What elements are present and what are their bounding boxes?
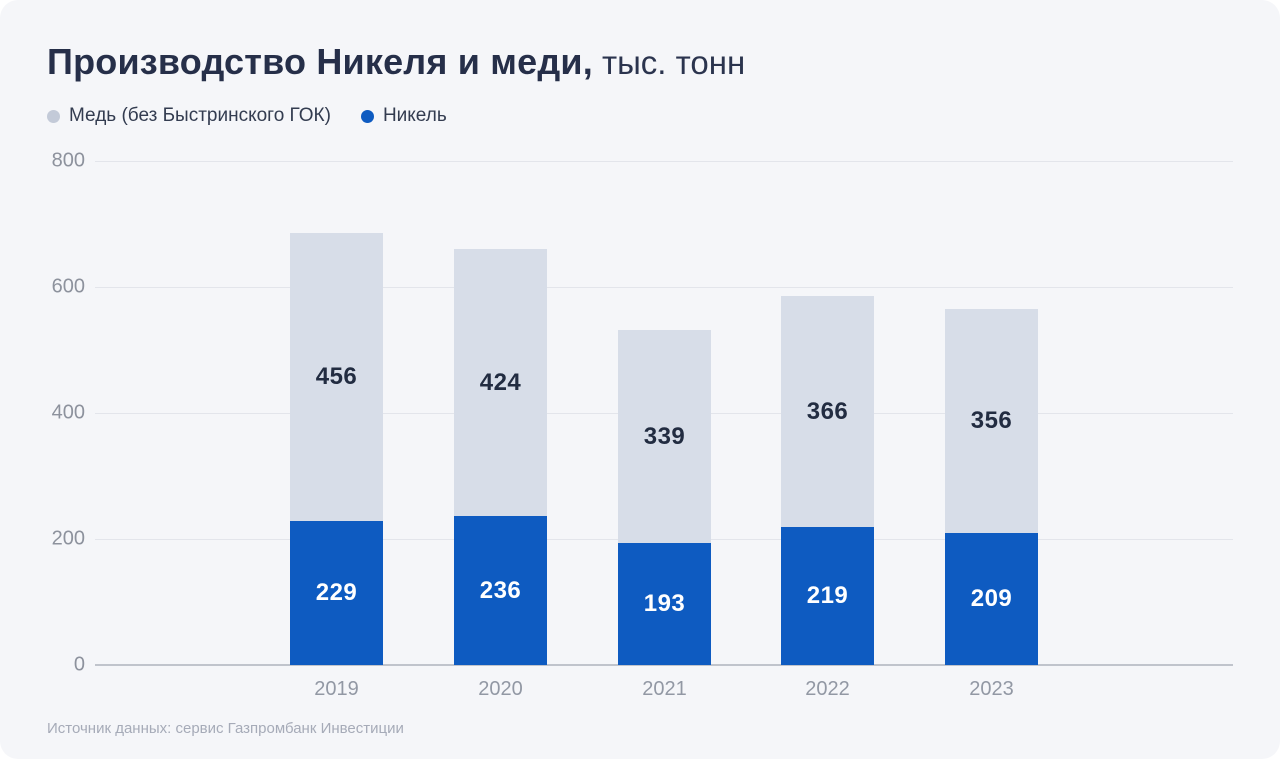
gridline-800 (95, 160, 1233, 162)
bar-segment-copper-2021: 339 (618, 329, 711, 544)
value-label-nickel-2019: 229 (315, 578, 358, 606)
y-tick-label-0: 0 (73, 653, 85, 676)
legend-item-copper: Медь (без Быстринского ГОК) (47, 105, 331, 127)
legend: Медь (без Быстринского ГОК) Никель (47, 105, 447, 127)
bar-segment-nickel-2020: 236 (454, 516, 547, 665)
y-tick-label-600: 600 (51, 275, 85, 298)
y-tick-label-400: 400 (51, 401, 85, 424)
value-label-nickel-2022: 219 (806, 582, 849, 609)
bar-segment-copper-2022: 366 (781, 296, 874, 528)
gridline-0 (95, 664, 1233, 666)
value-label-copper-2022: 366 (806, 397, 849, 425)
bar-segment-nickel-2021: 193 (618, 543, 711, 665)
legend-marker-nickel-icon (360, 109, 374, 123)
x-tick-label-2023: 2023 (969, 678, 1014, 700)
value-label-nickel-2020: 236 (479, 576, 522, 604)
bar-segment-nickel-2023: 209 (945, 533, 1038, 665)
bar-segment-copper-2023: 356 (945, 309, 1038, 534)
gridline-600 (95, 286, 1233, 288)
value-label-copper-2020: 424 (479, 368, 522, 396)
bar-segment-copper-2020: 424 (454, 249, 547, 517)
value-label-copper-2023: 356 (970, 407, 1013, 435)
y-tick-label-200: 200 (51, 527, 85, 550)
legend-marker-copper-icon (47, 109, 60, 123)
legend-label-copper: Медь (без Быстринского ГОК) (69, 105, 331, 126)
legend-label-nickel: Никель (382, 105, 447, 126)
value-label-copper-2021: 339 (643, 422, 686, 450)
x-tick-label-2021: 2021 (642, 678, 687, 700)
value-label-nickel-2021: 193 (643, 590, 686, 618)
bar-segment-copper-2019: 456 (290, 233, 383, 521)
value-label-copper-2019: 456 (315, 363, 358, 391)
title-main: Производство Никеля и меди, (47, 41, 593, 82)
bar-segment-nickel-2019: 229 (290, 520, 383, 665)
legend-item-nickel: Никель (360, 105, 447, 127)
x-tick-label-2020: 2020 (478, 678, 523, 700)
page-title: Производство Никеля и меди, тыс. тонн (47, 42, 745, 82)
title-unit: тыс. тонн (601, 44, 746, 81)
x-tick-label-2022: 2022 (805, 678, 850, 700)
source-note: Источник данных: сервис Газпромбанк Инве… (47, 720, 404, 737)
bar-segment-nickel-2022: 219 (781, 527, 874, 665)
y-tick-label-800: 800 (51, 149, 85, 172)
x-tick-label-2019: 2019 (314, 678, 359, 700)
value-label-nickel-2023: 209 (970, 585, 1013, 613)
